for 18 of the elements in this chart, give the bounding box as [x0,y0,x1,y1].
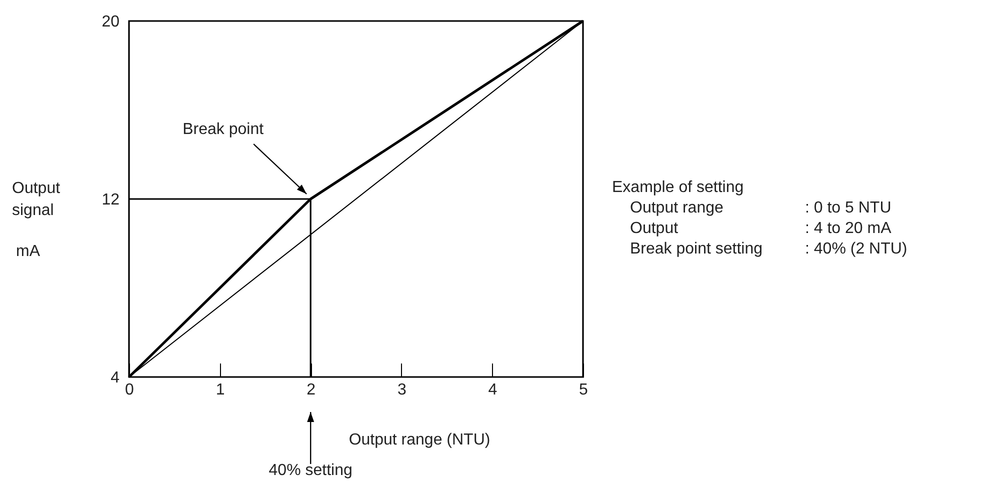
text: mA [16,243,40,260]
x-tick-label: 0 [125,382,134,398]
text: 40% setting [268,462,352,479]
x-tick-label: 1 [216,382,225,398]
y-tick-label: 4 [110,370,120,386]
annotation: Break point [182,121,264,138]
y-axis-title: Output signal [12,180,61,219]
y-tick-label: 20 [102,14,120,30]
text: Output : 4 to 20 mA [630,220,892,237]
text: Example of setting [612,179,744,196]
text: Break point setting : 40% (2 NTU) [630,240,908,258]
x-tick-label: 3 [397,382,406,398]
x-axis-title: Output range (NTU) [348,432,490,448]
x-tick-label: 5 [579,382,588,398]
text: Output range : 0 to 5 NTU [630,200,892,216]
y-tick-label: 12 [102,192,120,208]
x-tick-label: 4 [488,382,498,398]
x-tick-label: 2 [306,382,316,398]
